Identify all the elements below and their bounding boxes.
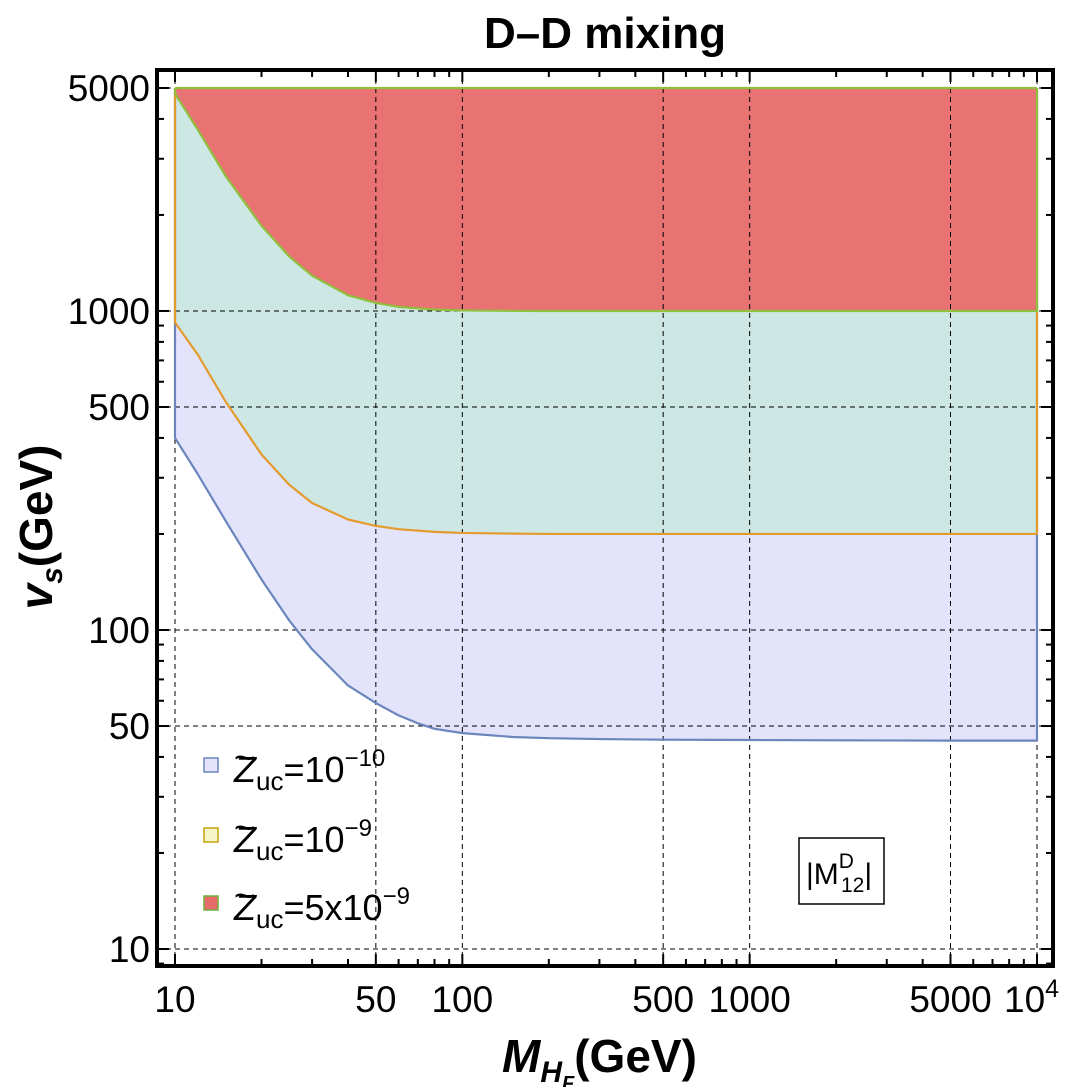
y-axis-label-main: v [10, 581, 62, 609]
legend-label-eq-2: =10 [283, 819, 344, 860]
y-tick-label-1000: 1000 [68, 291, 150, 332]
legend-tilde-3: ~ [234, 875, 255, 916]
legend-entry-1: Zuc=10−10 ~ [203, 737, 385, 796]
annotation-close: | [864, 858, 872, 891]
y-tick-label-500: 500 [88, 387, 150, 428]
legend-entry-2: Zuc=10−9 ~ [203, 807, 372, 866]
legend-label-exp-3: −9 [383, 883, 410, 910]
x-tick-label-50: 50 [355, 979, 396, 1020]
legend: Zuc=10−10 ~ Zuc=10−9 ~ Zuc=5x10−9 ~ [203, 737, 410, 934]
legend-entry-3: Zuc=5x10−9 ~ [203, 875, 410, 934]
legend-label-eq-1: =10 [283, 749, 344, 790]
regions [175, 88, 1037, 741]
y-tick-labels: 10 50 100 500 1000 5000 [68, 68, 150, 970]
x-axis-label-main: M [502, 1030, 542, 1082]
legend-label-main-1: Z [233, 749, 257, 790]
x-tick-label-500: 500 [632, 979, 694, 1020]
frame [155, 68, 1055, 968]
legend-label-sub-1: uc [256, 766, 283, 796]
x-tick-label-10000: 104 [1004, 975, 1059, 1020]
region-3 [175, 88, 1037, 311]
plot-frame [155, 68, 1055, 968]
y-tick-label-10: 10 [109, 929, 150, 970]
boundary-curve-2 [173, 88, 1039, 536]
legend-swatch-3 [203, 895, 219, 911]
x-tick-label-5000: 5000 [909, 979, 991, 1020]
y-axis-label: vs(GeV) [10, 445, 69, 610]
y-tick-label-50: 50 [109, 706, 150, 747]
annotation-box [798, 837, 885, 905]
annotation-sub: 12 [841, 874, 864, 897]
svg-text:Zuc=5x10−9: Zuc=5x10−9 [233, 883, 410, 934]
x-tick-label-100: 100 [431, 979, 493, 1020]
annotation-sup: D [839, 850, 854, 873]
boundary-curve-1 [173, 88, 1039, 742]
annotation-main: |M [806, 858, 839, 891]
legend-tilde-1: ~ [234, 737, 255, 778]
x-axis-label-unit: (GeV) [574, 1030, 697, 1082]
svg-text:Zuc=10−9: Zuc=10−9 [233, 815, 372, 866]
legend-label-sub-2: uc [256, 836, 283, 866]
x-tick-exp: 4 [1045, 975, 1059, 1003]
legend-label-eq-3: =5x10 [283, 887, 382, 928]
legend-label-main-2: Z [233, 819, 257, 860]
svg-text:Zuc=10−10: Zuc=10−10 [233, 745, 385, 796]
x-tick-labels: 10 50 100 500 1000 5000 [154, 979, 991, 1020]
x-tick-base: 10 [1004, 979, 1045, 1020]
boundary-curve-3 [173, 88, 1039, 313]
x-axis-label-sub: H [540, 1056, 563, 1087]
x-axis-label: MHF(GeV) [502, 1030, 697, 1087]
legend-label-exp-1: −10 [345, 745, 386, 772]
legend-swatch-1 [203, 757, 219, 773]
chart-title: D–D mixing [484, 9, 726, 58]
x-tick-label-1000: 1000 [709, 979, 791, 1020]
x-axis-label-subsub: F [562, 1073, 575, 1087]
y-axis-label-unit: (GeV) [10, 445, 62, 568]
x-tick-label-10: 10 [154, 979, 195, 1020]
legend-label-sub-3: uc [256, 904, 283, 934]
annotation: |MD 12| [798, 837, 885, 905]
y-tick-label-5000: 5000 [68, 68, 150, 109]
y-tick-label-100: 100 [88, 610, 150, 651]
curves [173, 86, 1039, 742]
legend-label-main-3: Z [233, 887, 257, 928]
y-axis-label-sub: s [36, 567, 69, 584]
legend-label-exp-2: −9 [345, 815, 372, 842]
legend-swatch-2 [203, 827, 219, 843]
legend-tilde-2: ~ [234, 807, 255, 848]
